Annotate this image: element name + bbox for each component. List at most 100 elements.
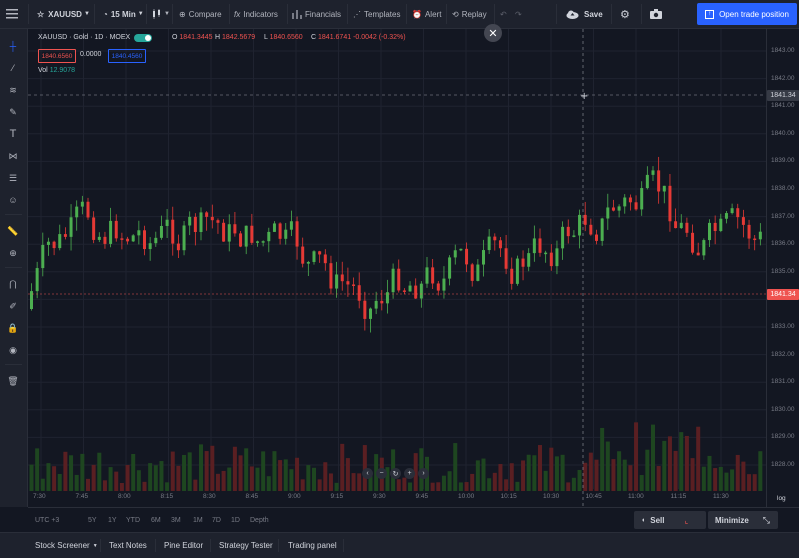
candle-body (335, 274, 339, 289)
replay-button[interactable]: ⟲ Replay (452, 0, 487, 28)
tab-pine-editor[interactable]: Pine Editor (164, 533, 203, 558)
price-tick: 1842.00 (771, 74, 795, 82)
volume-bar (227, 467, 232, 491)
interval-button[interactable]: ◔ 15 Min ▼ (103, 0, 144, 28)
time-tick: 9:15 (330, 493, 344, 500)
volume-bar (498, 464, 503, 491)
range-button[interactable]: 6M (151, 517, 161, 524)
volume-bar (40, 478, 45, 491)
volume-bar (108, 467, 113, 491)
fib-tool[interactable]: ≋ (5, 82, 21, 98)
indicators-button[interactable]: fx Indicators (234, 0, 278, 28)
range-button[interactable]: YTD (126, 517, 140, 524)
range-button[interactable]: 1Y (108, 517, 117, 524)
time-tick: 9:00 (288, 493, 301, 500)
redo-button[interactable]: ↷ (515, 0, 522, 28)
tab-trading-panel[interactable]: Trading panel (288, 533, 337, 558)
text-tool[interactable]: T (5, 126, 21, 142)
price-axis[interactable]: 1843.00 1842.00 1841.00 1840.00 1839.00 1838.… (766, 29, 799, 507)
chart-canvas[interactable]: + (28, 29, 766, 507)
candle-body (482, 250, 485, 265)
trendline-tool[interactable]: ⁄ (5, 60, 21, 76)
volume-bar (408, 482, 413, 491)
financials-button[interactable]: Financials (292, 0, 341, 28)
candle-body (527, 253, 531, 267)
candle-body (578, 214, 582, 236)
brush-tool[interactable]: ✎ (5, 104, 21, 120)
range-button[interactable]: Depth (250, 517, 269, 524)
chart-navigation: ‹ − ↻ + › (362, 468, 429, 479)
close-button[interactable]: ✕ (484, 24, 502, 42)
sell-button[interactable]: ◖ Sell ⌞ (634, 511, 706, 529)
price-tick: 1836.00 (771, 240, 795, 248)
volume-bar (481, 458, 486, 491)
pattern-tool[interactable]: ⋈ (5, 148, 21, 164)
scroll-right-button[interactable]: › (418, 468, 429, 479)
volume-bar (136, 470, 141, 491)
volume-bar (634, 422, 639, 491)
volume-bar (328, 473, 333, 491)
drawing-toolbar: ┼ ⁄ ≋ ✎ T ⋈ ☰ ☺ 📏 ⊕ ⋂ ✐ 🔒 ◉ 🗑 (0, 29, 28, 507)
icon-tool[interactable]: ☺ (5, 192, 21, 208)
magnet-tool[interactable]: ⋂ (5, 276, 21, 292)
range-button[interactable]: 3M (171, 517, 181, 524)
volume-bar (758, 451, 763, 491)
zoom-out-button[interactable]: − (376, 468, 387, 479)
crosshair-tool[interactable]: ┼ (5, 38, 21, 54)
alert-button[interactable]: ⏰ Alert (412, 0, 441, 28)
tab-text-notes[interactable]: Text Notes (109, 533, 147, 558)
time-tick: 7:45 (75, 493, 89, 500)
candle-body (549, 252, 553, 267)
market-status-toggle[interactable] (134, 34, 152, 42)
open-trade-position-button[interactable]: ↑ Open trade position (697, 3, 797, 25)
volume-bar (679, 432, 684, 491)
candle-body (657, 170, 661, 192)
range-button[interactable]: 7D (212, 517, 221, 524)
candle-body (75, 206, 79, 218)
volume-bar (193, 479, 198, 491)
menu-button[interactable] (6, 0, 18, 28)
prediction-tool[interactable]: ☰ (5, 170, 21, 186)
candle-body (583, 214, 587, 225)
volume-bar (385, 467, 390, 491)
volume-bar (52, 466, 57, 491)
buy-price-button[interactable]: 1840.4560 (108, 49, 146, 63)
zoom-in-button[interactable]: + (404, 468, 415, 479)
candle-body (120, 238, 124, 240)
measure-tool[interactable]: 📏 (5, 223, 21, 239)
compare-button[interactable]: ⊕ Compare (179, 0, 222, 28)
zoom-in-icon: ⊕ (9, 247, 17, 258)
candle-body (685, 222, 689, 233)
range-button[interactable]: 1D (231, 517, 240, 524)
timezone-button[interactable]: UTC +3 (35, 517, 60, 524)
volume-bar (724, 472, 729, 491)
undo-button[interactable]: ↶ (500, 0, 507, 28)
remove-drawings-tool[interactable]: 🗑 (5, 373, 21, 389)
chart-type-button[interactable]: ▼ (152, 0, 170, 28)
minimize-button[interactable]: Minimize ⤡ (708, 511, 778, 529)
log-scale-toggle[interactable]: log (777, 495, 786, 502)
stay-drawing-tool[interactable]: ✐ (5, 298, 21, 314)
volume-bar (46, 463, 51, 491)
volume-bar (464, 482, 469, 491)
pattern-icon: ⋈ (8, 150, 18, 161)
star-icon: ☆ (37, 9, 45, 19)
tab-stock-screener[interactable]: Stock Screener ▼ (35, 533, 98, 558)
sell-price-button[interactable]: 1840.6560 (38, 49, 76, 63)
reset-button[interactable]: ↻ (390, 468, 401, 479)
lock-drawings-tool[interactable]: 🔒 (5, 320, 21, 336)
templates-button[interactable]: ⋰ Templates (353, 0, 400, 28)
settings-button[interactable]: ⚙ (620, 0, 630, 28)
snapshot-button[interactable] (650, 0, 662, 28)
range-button[interactable]: 1M (193, 517, 203, 524)
scroll-left-button[interactable]: ‹ (362, 468, 373, 479)
symbol-search-button[interactable]: ☆ XAUUSD ▼ (37, 0, 90, 28)
save-button[interactable]: Save (566, 0, 603, 28)
candle-body (538, 238, 542, 253)
zoom-tool[interactable]: ⊕ (5, 245, 21, 261)
volume-bar (238, 455, 243, 491)
tab-strategy-tester[interactable]: Strategy Tester (219, 533, 273, 558)
volume-bar (142, 481, 147, 491)
hide-drawings-tool[interactable]: ◉ (5, 342, 21, 358)
range-button[interactable]: 5Y (88, 517, 97, 524)
